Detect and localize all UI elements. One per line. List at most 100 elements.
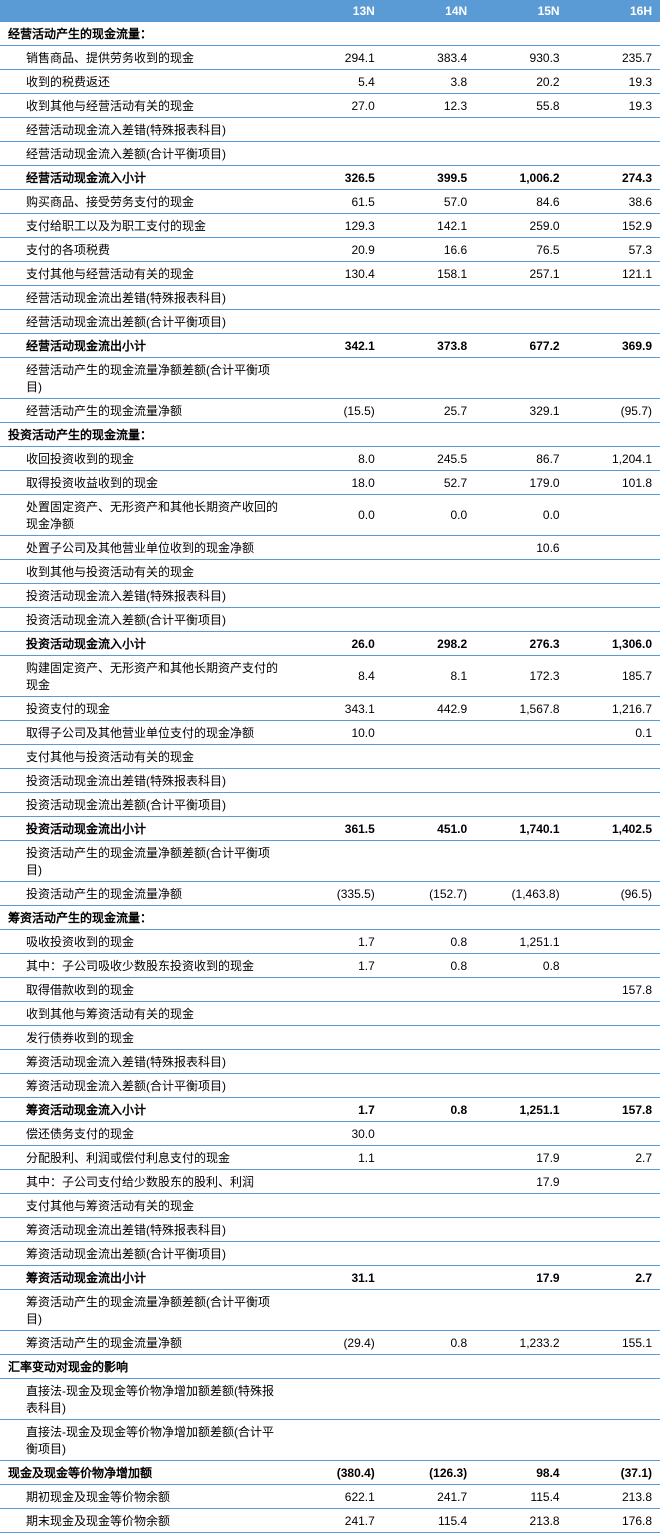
table-row: 筹资活动现金流出差错(特殊报表科目) — [0, 1218, 660, 1242]
row-value: 622.1 — [290, 1485, 382, 1509]
row-value: 1,251.1 — [475, 1098, 567, 1122]
row-value — [383, 793, 475, 817]
table-row: 分配股利、利润或偿付利息支付的现金1.117.92.7 — [0, 1146, 660, 1170]
row-value — [383, 1050, 475, 1074]
row-value — [568, 1290, 660, 1331]
row-value: 1,233.2 — [475, 1331, 567, 1355]
row-value — [568, 1379, 660, 1420]
row-value: (380.4) — [290, 1461, 382, 1485]
row-value: 17.9 — [475, 1146, 567, 1170]
row-label: 直接法-现金及现金等价物净增加额差额(合计平衡项目) — [0, 1420, 290, 1461]
row-value — [290, 769, 382, 793]
row-value — [383, 1355, 475, 1379]
row-value: 245.5 — [383, 447, 475, 471]
row-value: 343.1 — [290, 697, 382, 721]
row-value: 1,567.8 — [475, 697, 567, 721]
row-label: 经营活动现金流出差额(合计平衡项目) — [0, 310, 290, 334]
row-value: (96.5) — [568, 882, 660, 906]
row-value: 342.1 — [290, 334, 382, 358]
row-value: 115.4 — [475, 1485, 567, 1509]
table-row: 期末现金及现金等价物余额241.7115.4213.8176.8 — [0, 1509, 660, 1533]
row-value: 677.2 — [475, 334, 567, 358]
row-label: 收到的税费返还 — [0, 70, 290, 94]
row-value: 115.4 — [383, 1509, 475, 1533]
table-row: 经营活动现金流出差错(特殊报表科目) — [0, 286, 660, 310]
row-value — [568, 1355, 660, 1379]
row-value: 8.4 — [290, 656, 382, 697]
row-value — [290, 286, 382, 310]
row-value: 30.0 — [290, 1122, 382, 1146]
row-value — [290, 142, 382, 166]
row-value: 8.1 — [383, 656, 475, 697]
row-value — [383, 1002, 475, 1026]
row-value — [568, 1194, 660, 1218]
row-value — [383, 358, 475, 399]
row-value: 451.0 — [383, 817, 475, 841]
row-value: 20.2 — [475, 70, 567, 94]
row-label: 经营活动现金流出差错(特殊报表科目) — [0, 286, 290, 310]
row-label: 经营活动产生的现金流量： — [0, 22, 290, 46]
row-value — [568, 1122, 660, 1146]
row-value — [383, 906, 475, 930]
row-value — [475, 608, 567, 632]
table-row: 收到其他与投资活动有关的现金 — [0, 560, 660, 584]
row-value — [475, 358, 567, 399]
row-value — [290, 978, 382, 1002]
table-row: 现金及现金等价物净增加额(380.4)(126.3)98.4(37.1) — [0, 1461, 660, 1485]
row-value: 52.7 — [383, 471, 475, 495]
row-label: 筹资活动现金流入小计 — [0, 1098, 290, 1122]
row-value — [475, 793, 567, 817]
row-value — [475, 310, 567, 334]
row-value: 31.1 — [290, 1266, 382, 1290]
table-row: 收回投资收到的现金8.0245.586.71,204.1 — [0, 447, 660, 471]
row-value — [475, 584, 567, 608]
row-value — [568, 1218, 660, 1242]
row-value: 235.7 — [568, 46, 660, 70]
row-value — [475, 286, 567, 310]
row-value: 1.7 — [290, 1098, 382, 1122]
table-row: 投资活动现金流入差错(特殊报表科目) — [0, 584, 660, 608]
row-value: 442.9 — [383, 697, 475, 721]
row-value — [290, 1026, 382, 1050]
header-col-2: 15N — [475, 0, 567, 22]
row-value — [475, 978, 567, 1002]
row-value: 98.4 — [475, 1461, 567, 1485]
row-value — [568, 841, 660, 882]
row-value: 1,216.7 — [568, 697, 660, 721]
row-value: 101.8 — [568, 471, 660, 495]
table-row: 投资活动产生的现金流量净额(335.5)(152.7)(1,463.8)(96.… — [0, 882, 660, 906]
table-row: 投资活动现金流出差错(特殊报表科目) — [0, 769, 660, 793]
row-value — [383, 978, 475, 1002]
row-value — [568, 1026, 660, 1050]
row-value: (15.5) — [290, 399, 382, 423]
cashflow-table: 13N 14N 15N 16H 经营活动产生的现金流量：销售商品、提供劳务收到的… — [0, 0, 660, 1533]
table-row: 汇率变动对现金的影响 — [0, 1355, 660, 1379]
row-value — [475, 1122, 567, 1146]
row-label: 筹资活动产生的现金流量： — [0, 906, 290, 930]
row-value: 213.8 — [568, 1485, 660, 1509]
row-label: 其中：子公司支付给少数股东的股利、利润 — [0, 1170, 290, 1194]
row-value: 298.2 — [383, 632, 475, 656]
row-value: 326.5 — [290, 166, 382, 190]
row-label: 取得投资收益收到的现金 — [0, 471, 290, 495]
table-row: 取得借款收到的现金157.8 — [0, 978, 660, 1002]
row-label: 直接法-现金及现金等价物净增加额差额(特殊报表科目) — [0, 1379, 290, 1420]
row-value — [568, 930, 660, 954]
row-label: 投资活动现金流入差错(特殊报表科目) — [0, 584, 290, 608]
row-value — [383, 142, 475, 166]
table-row: 取得子公司及其他营业单位支付的现金净额10.00.1 — [0, 721, 660, 745]
row-value — [383, 1379, 475, 1420]
row-value: 274.3 — [568, 166, 660, 190]
row-value — [568, 1050, 660, 1074]
row-value: 1,204.1 — [568, 447, 660, 471]
row-value — [290, 1420, 382, 1461]
table-row: 购买商品、接受劳务支付的现金61.557.084.638.6 — [0, 190, 660, 214]
row-label: 经营活动现金流入差额(合计平衡项目) — [0, 142, 290, 166]
row-value — [290, 560, 382, 584]
row-label: 购建固定资产、无形资产和其他长期资产支付的现金 — [0, 656, 290, 697]
row-value: 294.1 — [290, 46, 382, 70]
table-row: 筹资活动现金流出差额(合计平衡项目) — [0, 1242, 660, 1266]
row-value — [383, 310, 475, 334]
row-value — [568, 906, 660, 930]
row-value: 157.8 — [568, 1098, 660, 1122]
